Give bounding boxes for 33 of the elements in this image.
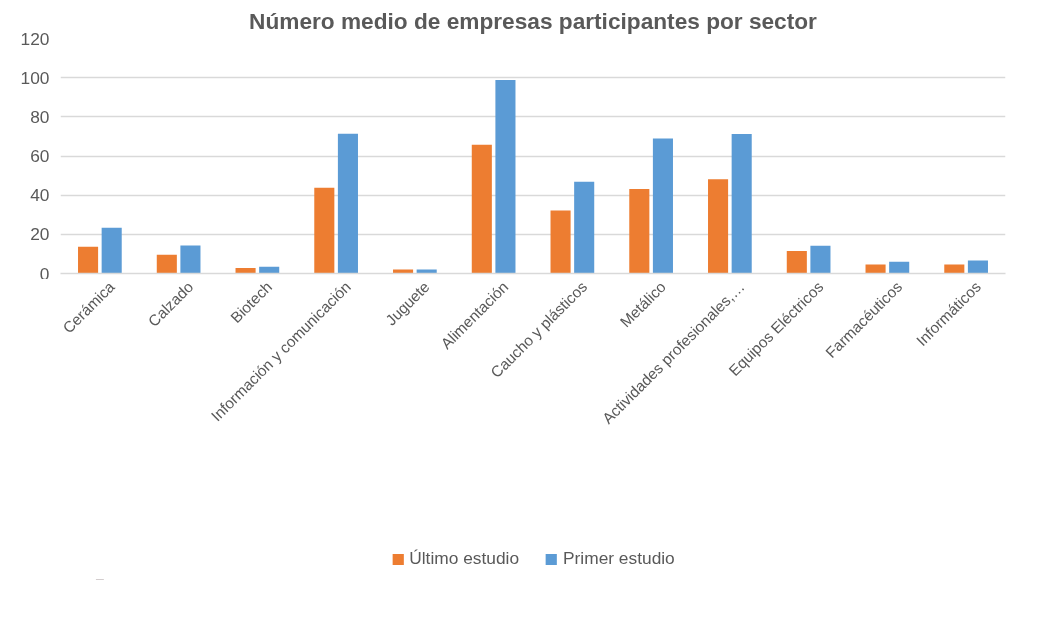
bar xyxy=(810,245,831,274)
bar xyxy=(180,245,201,274)
legend-label: Primer estudio xyxy=(563,548,675,569)
bar xyxy=(156,254,177,274)
bar xyxy=(495,80,516,274)
bar xyxy=(550,210,571,274)
bar xyxy=(78,246,99,274)
bar xyxy=(101,227,122,274)
bar xyxy=(235,268,256,274)
y-tick-label: 20 xyxy=(30,224,50,245)
bar xyxy=(393,269,414,274)
y-tick-label: 100 xyxy=(20,67,50,88)
y-tick-label: 120 xyxy=(20,28,50,49)
bar xyxy=(574,181,595,274)
bar xyxy=(786,250,807,274)
y-tick-label: 80 xyxy=(30,106,50,127)
bar xyxy=(731,134,752,274)
bar xyxy=(708,179,729,274)
y-tick-label: 0 xyxy=(39,263,50,284)
bar xyxy=(889,261,910,274)
y-tick-label: 60 xyxy=(30,146,50,166)
bar xyxy=(337,133,358,274)
bar xyxy=(314,187,335,274)
bar xyxy=(865,264,886,274)
bar xyxy=(471,144,492,274)
bar xyxy=(967,260,988,274)
bar xyxy=(944,264,965,274)
y-tick-label: 40 xyxy=(30,185,50,206)
bar xyxy=(629,188,650,274)
chart-title: Número medio de empresas participantes por sector xyxy=(249,7,818,34)
bar xyxy=(416,269,437,274)
legend-label: Último estudio xyxy=(409,548,520,569)
bar xyxy=(652,138,673,274)
